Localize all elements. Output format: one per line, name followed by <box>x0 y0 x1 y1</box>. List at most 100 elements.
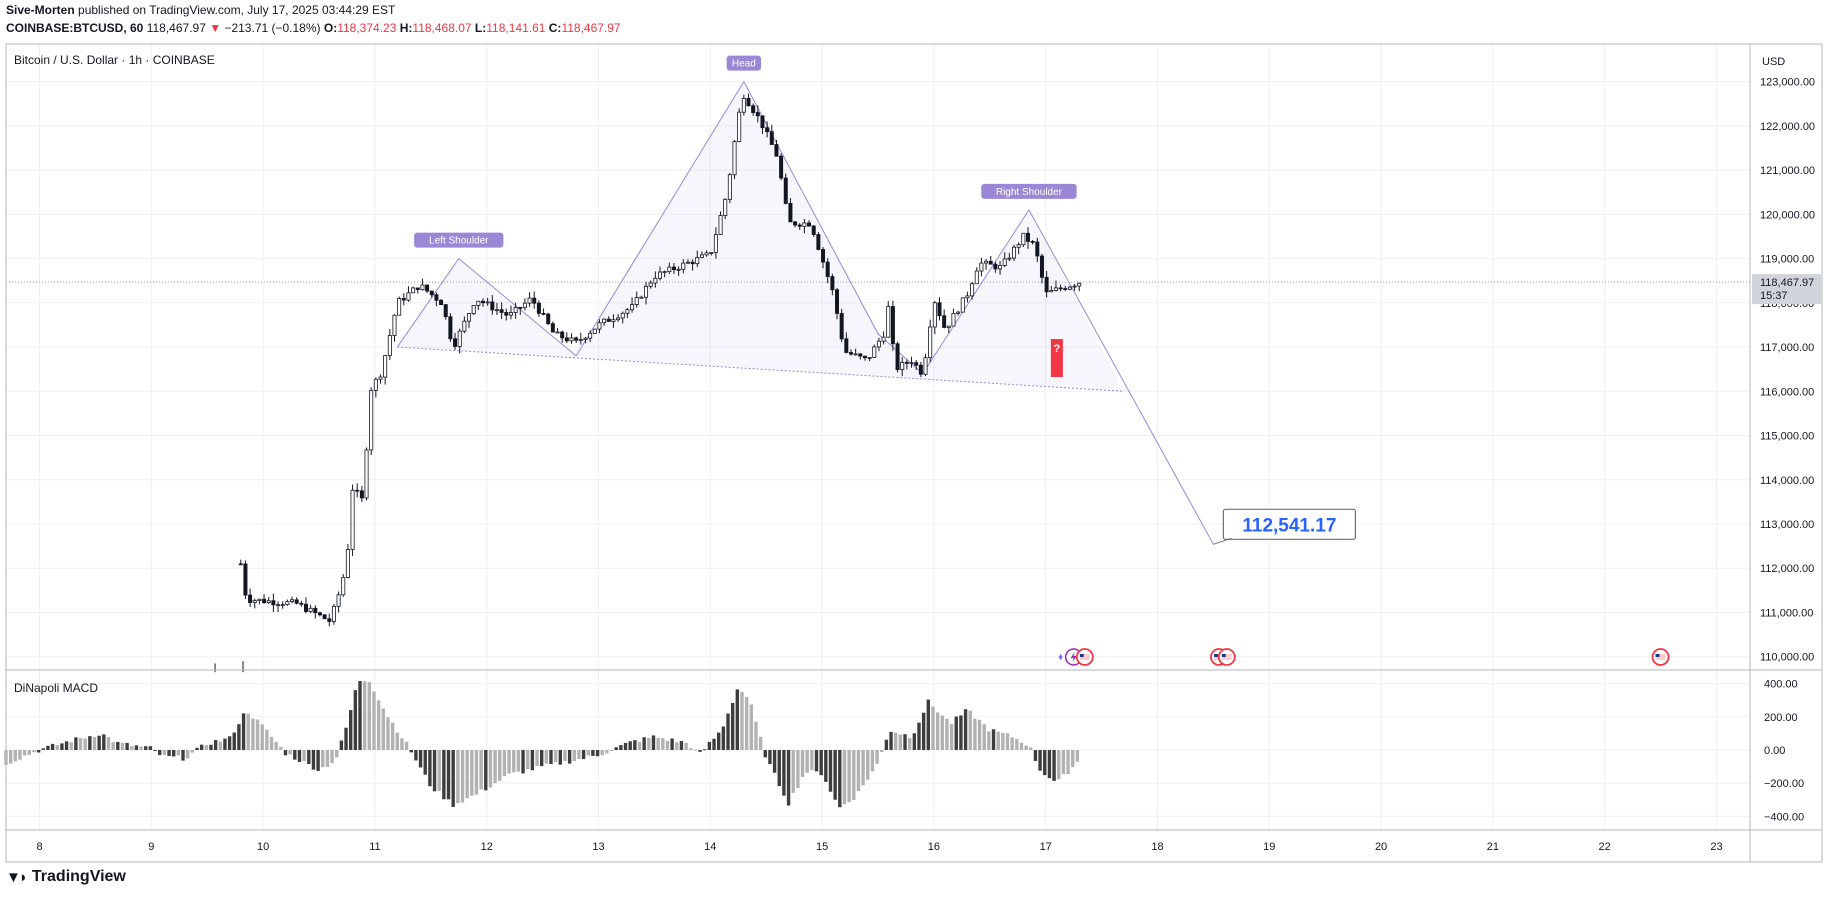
macd-bar <box>642 737 646 750</box>
candle-up <box>723 198 728 216</box>
macd-bar <box>614 747 618 750</box>
macd-bar <box>982 724 986 750</box>
macd-bar <box>880 750 884 752</box>
candle-down <box>918 364 923 375</box>
pattern-labels[interactable]: Left Shoulder Head Right Shoulder 112,541.1… <box>414 55 1356 545</box>
candles <box>214 93 1082 673</box>
macd-bar <box>400 738 404 750</box>
macd-bar <box>88 736 92 750</box>
candle-up <box>308 607 313 612</box>
target-callout[interactable] <box>1222 508 1356 540</box>
macd-bar <box>162 750 167 755</box>
macd-bar <box>521 750 525 774</box>
macd-bar <box>870 750 875 772</box>
macd-bar <box>628 741 632 750</box>
macd-bar <box>1047 750 1052 779</box>
publisher-name[interactable]: Sive-Morten <box>6 3 75 17</box>
macd-bar <box>898 734 903 750</box>
candle-down <box>448 316 453 340</box>
last-price: 118,467.97 <box>146 21 206 35</box>
candle-up <box>658 271 663 279</box>
macd-bar <box>1010 737 1014 750</box>
candle-up <box>276 604 281 607</box>
candle-down <box>1030 241 1035 243</box>
macd-bar <box>758 736 763 750</box>
pattern-label: Right Shoulder <box>996 187 1063 198</box>
macd-bar <box>446 750 451 800</box>
last-price-badge-time: 15:37 <box>1760 290 1788 302</box>
indicator-title[interactable]: DiNapoli MACD <box>14 681 98 695</box>
down-arrow-icon: ▼ <box>209 21 222 35</box>
pattern-label-box[interactable] <box>981 183 1077 199</box>
flag-canton <box>1221 654 1226 657</box>
macd-bar <box>866 750 870 780</box>
macd-bar <box>679 741 684 750</box>
candle-up <box>881 336 886 342</box>
candle-up <box>592 328 597 334</box>
head-and-shoulders-pattern[interactable] <box>396 80 1214 545</box>
candle-up <box>630 304 635 311</box>
macd-bar <box>665 740 670 750</box>
macd-bar <box>530 750 535 771</box>
low-label: L: <box>474 21 487 35</box>
flag-canton <box>1655 654 1660 657</box>
candle-up <box>634 297 639 305</box>
macd-bar <box>111 742 115 750</box>
macd-bar <box>907 737 912 750</box>
candle-up <box>876 340 881 348</box>
macd-bar <box>782 750 786 796</box>
macd-bar <box>279 746 283 750</box>
macd-bar <box>376 700 381 750</box>
high-value: 118,468.07 <box>412 21 472 35</box>
macd-bar <box>418 750 423 768</box>
macd-bar <box>1043 750 1047 776</box>
macd-bar <box>852 750 856 801</box>
macd-bar <box>917 722 921 750</box>
candle-down <box>518 307 523 309</box>
event-icons[interactable] <box>1058 648 1670 666</box>
macd-bar <box>833 750 837 800</box>
macd-bar <box>949 723 954 750</box>
macd-bar <box>414 750 418 761</box>
candle-down <box>294 599 299 604</box>
candle-up <box>588 332 593 339</box>
price-change: −213.71 (−0.18%) <box>224 21 321 35</box>
candle-down <box>439 299 444 306</box>
x-tick-label: 14 <box>704 841 716 853</box>
macd-bar <box>800 750 805 777</box>
candle-up <box>513 307 518 313</box>
candle-down <box>769 131 774 145</box>
candle-down <box>890 306 895 345</box>
candle-up <box>681 262 686 270</box>
macd-bar <box>358 681 362 750</box>
flag-stripes <box>1655 654 1666 660</box>
symbol-name[interactable]: COINBASE:BTCUSD, 60 <box>6 21 144 35</box>
candle-down <box>564 337 569 342</box>
macd-bar <box>996 731 1000 750</box>
candle-up <box>467 313 472 322</box>
pattern-label-box[interactable] <box>726 55 762 71</box>
macd-bar <box>27 750 31 755</box>
candle-down <box>821 249 826 263</box>
candle-up <box>900 361 905 371</box>
x-tick-label: 9 <box>148 841 154 853</box>
macd-bar <box>1033 750 1038 761</box>
macd-bar <box>409 750 413 753</box>
candle-down <box>504 312 509 316</box>
x-tick-label: 22 <box>1599 841 1611 853</box>
candle-down <box>816 234 821 250</box>
candle-down <box>746 98 751 107</box>
candle-down <box>811 225 816 235</box>
candle-up <box>578 339 583 341</box>
macd-bar <box>889 731 893 750</box>
currency-label[interactable]: USD <box>1762 56 1785 68</box>
candle-up <box>946 325 951 328</box>
tradingview-logo[interactable]: ▼◗ TradingView <box>6 868 126 886</box>
open-label: O: <box>323 21 338 35</box>
macd-bar <box>987 731 991 750</box>
candle-down <box>560 331 565 339</box>
macd-bar <box>125 742 129 750</box>
neckline <box>397 346 1124 392</box>
pattern-label-box[interactable] <box>414 232 504 248</box>
